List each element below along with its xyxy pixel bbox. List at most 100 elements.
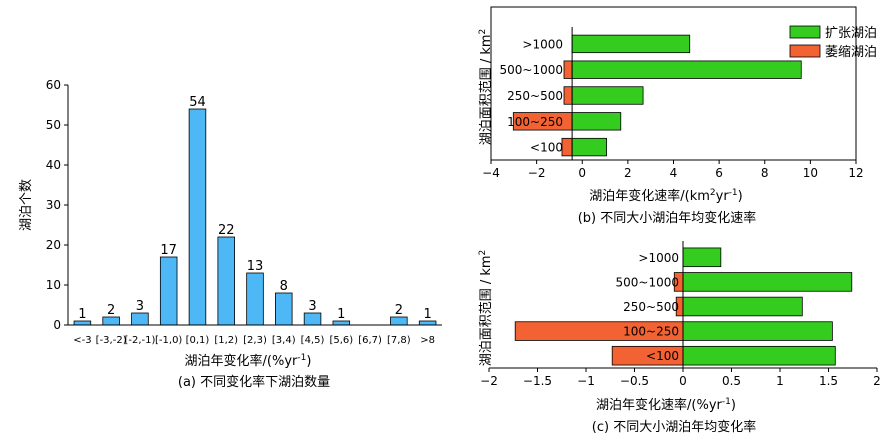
chart-b-bar-shrink (563, 86, 573, 105)
chart-b-x-tick-label: 2 (624, 166, 632, 180)
chart-a-data-label: 8 (280, 279, 288, 294)
chart-c: >1000 500~1000 250~500 100~250 <100 −2 −1.5 −1… (478, 241, 881, 435)
chart-a-x-tick-label: [5,6) (329, 335, 353, 346)
chart-a-data-label: 1 (423, 307, 431, 322)
chart-c-category-label: 100~250 (623, 325, 679, 339)
chart-b-x-tick-label: 8 (761, 166, 769, 180)
chart-a: 1 2 3 17 54 22 13 8 3 1 2 1 <-3 [-3,-2)[-2,-1) [-1,0)… (19, 78, 442, 390)
chart-c-x-tick-label: 1 (776, 374, 784, 388)
chart-c-x-tick-label: 1.5 (819, 374, 838, 388)
chart-a-x-tick-label: [3,4) (272, 335, 296, 346)
chart-a-data-label: 2 (395, 303, 403, 318)
chart-c-x-tick-label: −1.5 (523, 374, 552, 388)
chart-c-xlabel: 湖泊年变化速率/(%yr-1) (596, 397, 736, 413)
chart-b-ylabel: 湖泊面积范围 / km2 (478, 29, 494, 146)
chart-b-bar-expand (571, 86, 644, 105)
chart-a-data-label: 54 (189, 95, 206, 110)
chart-a-y-tick-label: 0 (53, 318, 61, 332)
chart-a-xlabel: 湖泊年变化率/(%yr-1) (185, 353, 312, 369)
chart-b-x-tick-label: 4 (670, 166, 678, 180)
chart-c-bar-expand (682, 296, 803, 317)
chart-a-bar (188, 108, 207, 326)
chart-a-x-tick-label: [2,3) (243, 335, 267, 346)
chart-a-bar (246, 272, 264, 326)
chart-b-frame (490, 6, 857, 161)
chart-b-legend: 扩张湖泊 萎缩湖泊 (789, 25, 877, 60)
chart-b-bar-shrink (563, 60, 573, 79)
chart-c-category-label: 500~1000 (616, 275, 680, 289)
chart-c-x-tick-label: −0.5 (620, 374, 649, 388)
chart-a-x-tick-label: [6,7) (358, 335, 382, 346)
chart-a-data-label: 1 (337, 307, 345, 322)
chart-b-bar-expand (571, 60, 802, 79)
chart-b-category-label: >1000 (522, 37, 563, 51)
chart-c-x-tick-label: 2 (873, 374, 881, 388)
chart-a-ylabel: 湖泊个数 (19, 179, 34, 231)
chart-a-bar (217, 236, 235, 326)
chart-a-x-tick-label: [7,8) (387, 335, 411, 346)
chart-a-x-tick-label: <-3 (73, 335, 91, 346)
chart-a-x-tick-label: [-3,-2) (96, 335, 127, 346)
chart-a-bar (390, 316, 408, 326)
chart-a-data-label: 17 (160, 243, 177, 258)
chart-a-data-label: 2 (107, 303, 115, 318)
chart-a-data-label: 3 (308, 299, 316, 314)
chart-a-data-label: 3 (136, 299, 144, 314)
chart-b-bar-shrink (561, 137, 573, 157)
chart-a-y-tick-label: 60 (46, 78, 61, 92)
chart-a-y-tick-label: 20 (46, 238, 61, 252)
chart-c-x-tick-label: −1 (577, 374, 595, 388)
chart-b-x-tick-label: −4 (482, 166, 500, 180)
chart-a-bar (102, 316, 120, 326)
chart-c-bar-expand (682, 247, 722, 268)
chart-b-bar-expand (571, 34, 691, 54)
chart-c-x-tick-label: 0 (679, 374, 687, 388)
chart-a-data-label: 13 (247, 259, 264, 274)
chart-a-x-tick-label: [4,5) (301, 335, 325, 346)
chart-a-x-tick-label: [0,1) (186, 335, 210, 346)
chart-b-caption: (b) 不同大小湖泊年均变化速率 (578, 210, 757, 226)
chart-c-x-tick-label: 0.5 (722, 374, 741, 388)
chart-a-y-tick-label: 10 (46, 278, 61, 292)
chart-b-x-tick-label: −2 (528, 166, 546, 180)
chart-a-y-tick-label: 30 (46, 198, 61, 212)
chart-a-data-label: 22 (218, 223, 235, 238)
chart-c-x-tick-label: −2 (480, 374, 498, 388)
chart-a-y-tick-label: 40 (46, 158, 61, 172)
chart-b: >1000 500~1000 250~500 100~250 <100 −4 −2 0 2 4 6… (478, 6, 877, 226)
chart-c-bar-expand (682, 345, 836, 366)
legend-label-shrink: 萎缩湖泊 (825, 44, 877, 60)
chart-a-y-tick-label: 50 (46, 118, 61, 132)
chart-a-bar (159, 256, 178, 326)
legend-swatch-shrink (789, 44, 821, 58)
chart-c-ylabel: 湖泊面积范围 / km2 (478, 250, 494, 367)
chart-c-category-label: 250~500 (623, 300, 679, 314)
chart-b-bar-expand (571, 137, 607, 157)
chart-a-x-tick-label: [1,2) (214, 335, 238, 346)
chart-c-caption: (c) 不同大小湖泊年均变化率 (592, 419, 756, 435)
chart-a-bar (303, 312, 322, 326)
chart-a-bar (131, 312, 149, 326)
legend-label-expand: 扩张湖泊 (825, 26, 877, 41)
chart-c-bar-expand (682, 321, 833, 341)
chart-a-bar (275, 292, 293, 326)
chart-b-category-label: 100~250 (507, 115, 563, 129)
chart-b-x-tick-label: 12 (848, 166, 863, 180)
chart-c-category-label: >1000 (638, 251, 679, 265)
chart-c-category-label: <100 (646, 349, 679, 363)
chart-b-x-tick-label: 6 (715, 166, 723, 180)
chart-a-x-tick-label: [-2,-1) (124, 335, 155, 346)
chart-b-category-label: <100 (530, 141, 563, 155)
chart-a-x-tick-label: >8 (420, 335, 435, 346)
chart-b-category-label: 250~500 (507, 89, 563, 103)
chart-c-bar-expand (682, 272, 853, 292)
chart-b-x-tick-label: 0 (578, 166, 586, 180)
chart-a-x-tick-label: [-1,0) (155, 335, 182, 346)
chart-a-caption: (a) 不同变化率下湖泊数量 (178, 374, 330, 390)
chart-a-data-label: 1 (78, 307, 86, 322)
chart-b-xlabel: 湖泊年变化速率/(km2yr-1) (589, 188, 743, 204)
chart-b-bar-expand (571, 112, 622, 131)
chart-b-x-tick-label: 10 (803, 166, 818, 180)
legend-swatch-expand (789, 25, 821, 39)
